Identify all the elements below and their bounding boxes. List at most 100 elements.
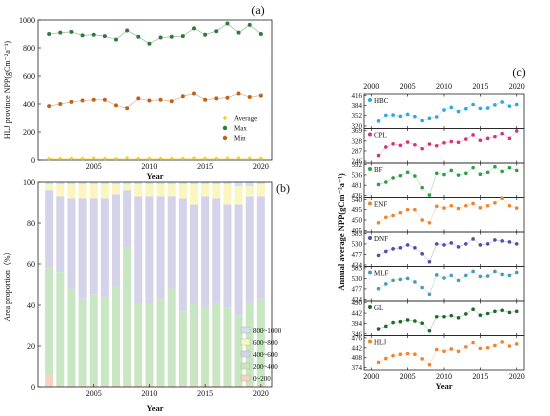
data-point-gl	[391, 320, 395, 325]
data-point-max	[158, 35, 163, 40]
legend-label-0~200: 0~200	[253, 375, 271, 383]
data-point-average	[47, 156, 52, 161]
data-point-enf	[493, 200, 497, 205]
y-tick-label: 384	[352, 102, 363, 110]
data-point-dnf	[493, 238, 497, 242]
bar-segment-0~200	[134, 384, 143, 387]
bar-segment-800~1000	[201, 182, 210, 185]
subplot-frame-bf	[363, 162, 525, 198]
y-tick-label: 592	[352, 161, 363, 169]
data-point-gl	[384, 324, 388, 329]
data-point-hlj	[456, 349, 461, 354]
data-point-hbc	[391, 113, 395, 117]
bar-segment-400~600	[78, 198, 87, 299]
data-point-max	[125, 28, 130, 33]
bar-segment-800~1000	[189, 182, 199, 185]
y-tick-label: 408	[352, 354, 363, 362]
data-point-mlf	[413, 280, 417, 284]
bar-segment-400~600	[201, 196, 210, 308]
bar-segment-600~800	[167, 184, 176, 197]
bottom-x-tick-label: 2005	[400, 372, 416, 381]
data-point-max	[192, 26, 196, 31]
data-point-min	[47, 104, 52, 109]
data-point-hbc	[398, 114, 403, 119]
data-point-bf	[485, 170, 490, 175]
data-point-dnf	[391, 247, 395, 251]
legend-marker-hlj	[368, 339, 372, 344]
data-point-bf	[420, 185, 424, 190]
data-point-gl	[442, 314, 446, 319]
data-point-hlj	[485, 345, 490, 350]
data-point-max	[258, 32, 263, 36]
y-tick-label: 481	[352, 182, 363, 190]
data-point-max	[136, 34, 141, 39]
data-point-gl	[500, 308, 504, 313]
y-tick-label: 490	[352, 299, 363, 307]
panel-a-line-chart: 0 200 400 600 800 1000 2005 2010 2015 2020 Year HLJ…	[3, 3, 273, 181]
data-point-hlj	[478, 346, 483, 351]
legend-marker-gl	[368, 305, 372, 309]
bar-segment-200~400	[111, 286, 121, 385]
data-point-cpl	[413, 142, 417, 147]
data-point-cpl	[464, 137, 468, 141]
data-point-dnf	[413, 246, 417, 250]
data-point-hlj	[413, 352, 417, 357]
bar-segment-800~1000	[178, 182, 187, 185]
bar-segment-800~1000	[78, 182, 87, 185]
data-point-average	[214, 156, 219, 161]
data-point-min	[214, 96, 219, 101]
data-point-enf	[507, 203, 512, 208]
data-point-gl	[471, 307, 475, 311]
data-point-bf	[391, 176, 395, 180]
y-tick-label: 477	[352, 251, 363, 259]
data-point-hbc	[500, 100, 504, 104]
legend-label-enf: ENF	[374, 201, 387, 209]
data-point-hbc	[493, 103, 497, 107]
x-tick-label: 2015	[197, 389, 213, 398]
data-point-enf	[391, 213, 395, 218]
bar-segment-0~200	[178, 384, 187, 387]
data-point-average	[125, 155, 130, 160]
data-point-hlj	[427, 362, 432, 367]
data-point-gl	[405, 318, 410, 322]
data-point-bf	[456, 173, 461, 177]
data-point-gl	[376, 327, 381, 331]
bar-segment-400~600	[100, 198, 109, 297]
bar-segment-400~600	[134, 196, 143, 303]
data-point-min	[236, 91, 241, 96]
legend-swatch-600~800	[240, 338, 251, 346]
data-point-dnf	[471, 237, 475, 241]
panel-b-stacked-bar-chart: 0 20 40 60 80 100 2005 2010 2015 2020 Year Area pro…	[3, 178, 290, 413]
legend-label-min: Min	[234, 135, 246, 143]
legend-label-hbc: HBC	[374, 97, 389, 105]
bar-segment-800~1000	[212, 182, 221, 185]
bar-segment-600~800	[67, 184, 76, 199]
legend-marker-mlf	[368, 270, 372, 275]
data-point-max	[169, 34, 174, 39]
data-point-hlj	[398, 352, 403, 357]
data-point-max	[69, 29, 74, 34]
bar-segment-600~800	[78, 184, 87, 199]
y-tick-label: 328	[352, 137, 363, 145]
panel-label: (a)	[251, 3, 264, 17]
y-tick-label: 583	[352, 264, 363, 272]
y-tick-label: 60	[27, 260, 35, 269]
data-point-max	[203, 32, 208, 37]
data-point-cpl	[478, 138, 483, 143]
data-point-hlj	[434, 347, 439, 352]
y-tick-label: 530	[352, 240, 363, 248]
bar-segment-200~400	[78, 298, 87, 385]
data-point-mlf	[493, 269, 497, 274]
data-point-min	[147, 98, 152, 103]
data-point-cpl	[500, 131, 504, 136]
legend-swatch-0~200	[240, 374, 251, 382]
data-point-hlj	[464, 345, 468, 349]
y-tick-label: 426	[352, 192, 363, 200]
bar-segment-400~600	[212, 198, 221, 303]
bar-segment-600~800	[56, 184, 65, 197]
data-point-cpl	[391, 141, 395, 146]
bar-segment-800~1000	[123, 182, 132, 185]
y-tick-label: 0	[31, 156, 35, 165]
data-point-average	[169, 156, 174, 161]
